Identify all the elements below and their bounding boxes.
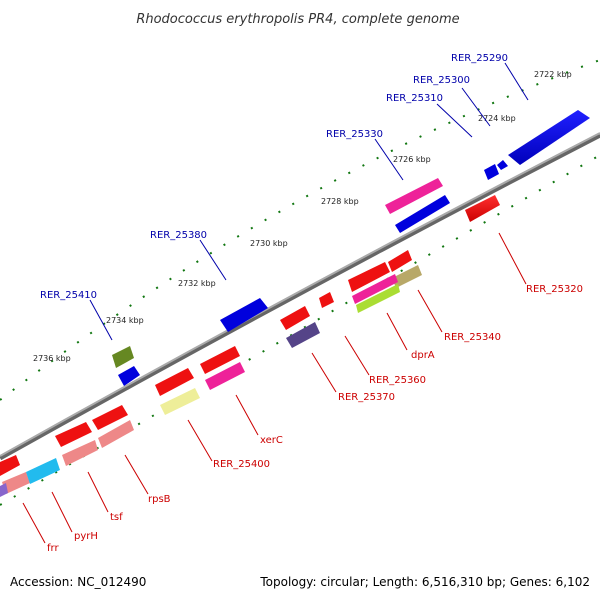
label-RER_25360: RER_25360 [369,375,426,386]
gene-tsf-red[interactable] [55,422,92,447]
gene-dprA-red[interactable] [348,262,390,292]
gene-RER_25400-yellow[interactable] [160,388,200,415]
gene-frr-purple[interactable] [0,483,8,497]
gene-RER_25330-lower[interactable] [395,195,450,233]
label-RER_25400: RER_25400 [213,459,270,470]
tick-label-2736: 2736 kbp [33,354,71,363]
topology-text: Topology: circular; Length: 6,516,310 bp… [259,575,590,589]
forward-leader-lines [89,62,529,341]
label-xerC: xerC [260,435,283,446]
gene-dprA-pink[interactable] [352,274,398,304]
label-dprA: dprA [411,350,435,361]
gene-pyrH-red[interactable] [0,455,20,476]
gene-RER_25380[interactable] [220,298,268,332]
gene-RER_25410-olive[interactable] [112,346,134,368]
label-RER_25410: RER_25410 [40,290,97,301]
label-RER_25320: RER_25320 [526,284,583,295]
tick-label-2732: 2732 kbp [178,279,216,288]
gene-RER_25300[interactable] [497,160,508,170]
outer-tick-ring [0,59,600,401]
gene-dprA-lime[interactable] [356,284,400,313]
label-pyrH: pyrH [74,531,98,542]
forward-genes [112,110,590,386]
gene-RER_25410-blue[interactable] [118,366,140,386]
reverse-leader-lines [22,232,527,544]
label-frr: frr [47,543,59,554]
tick-label-2730: 2730 kbp [250,239,288,248]
gene-pyrH-salmon[interactable] [2,472,30,494]
label-RER_25380: RER_25380 [150,230,207,241]
label-rpsB: rpsB [148,494,171,505]
tick-label-2724: 2724 kbp [478,114,516,123]
gene-xerC-pink[interactable] [205,362,245,390]
gene-RER_25320[interactable] [465,195,500,222]
genome-backbone [0,132,600,461]
gene-RER_25400-red[interactable] [155,368,194,396]
tick-label-2726: 2726 kbp [393,155,431,164]
gene-RER_25340-khaki[interactable] [392,265,422,288]
label-RER_25310: RER_25310 [386,93,443,104]
label-RER_25300: RER_25300 [413,75,470,86]
gene-pyrH-cyan[interactable] [26,458,60,484]
map-title: Rhodococcus erythropolis PR4, complete g… [136,12,459,27]
gene-rpsB-red[interactable] [92,405,128,430]
gene-RER_25340-red[interactable] [388,250,412,272]
gene-xerC-red[interactable] [200,346,240,374]
gene-tsf-salmon[interactable] [62,440,98,466]
label-tsf: tsf [110,512,123,523]
label-RER_25370: RER_25370 [338,392,395,403]
label-RER_25340: RER_25340 [444,332,501,343]
accession-text: Accession: NC_012490 [10,575,146,589]
label-RER_25330: RER_25330 [326,129,383,140]
label-RER_25290: RER_25290 [451,53,508,64]
reverse-genes [0,195,500,497]
tick-label-2728: 2728 kbp [321,197,359,206]
gene-RER_25290[interactable] [508,110,590,165]
tick-label-2722: 2722 kbp [534,70,572,79]
gene-rpsB-salmon[interactable] [98,420,134,448]
gene-RER_25330-upper[interactable] [385,178,443,214]
gene-RER_25360[interactable] [319,292,334,308]
gene-RER_25370-purple[interactable] [286,322,320,348]
gene-RER_25370-red[interactable] [280,306,310,330]
tick-label-2734: 2734 kbp [106,316,144,325]
gene-RER_25310[interactable] [484,164,499,180]
